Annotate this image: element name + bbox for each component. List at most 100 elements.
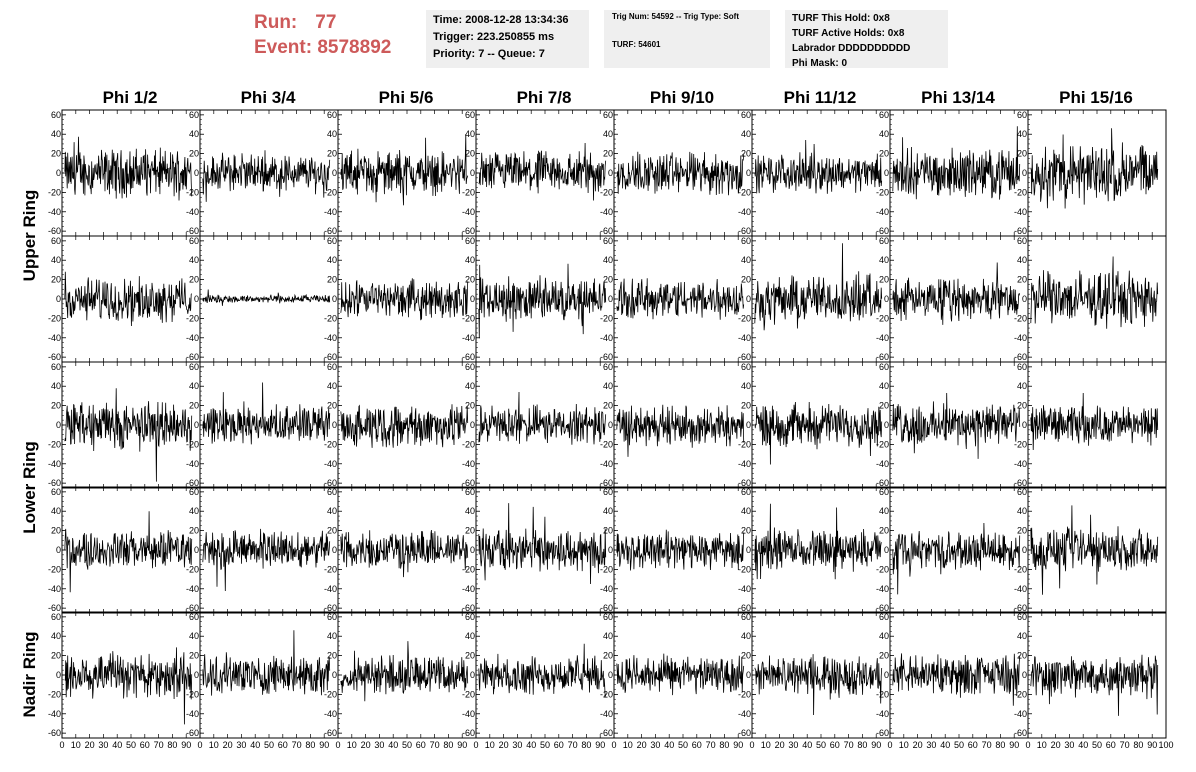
y-tick-label: -20 — [738, 187, 751, 197]
y-tick-label: -40 — [1014, 709, 1027, 719]
y-tick-label: 40 — [189, 381, 199, 391]
y-tick-label: 40 — [741, 129, 751, 139]
y-tick-label: -20 — [324, 564, 337, 574]
y-tick-label: 60 — [741, 487, 751, 497]
y-tick-label: 20 — [465, 275, 475, 285]
waveform-trace — [754, 243, 883, 331]
x-tick-label: 0 — [197, 740, 202, 750]
y-tick-label: 40 — [465, 631, 475, 641]
y-tick-label: -40 — [186, 333, 199, 343]
y-tick-label: -40 — [324, 207, 337, 217]
y-tick-label: -60 — [738, 226, 751, 236]
y-tick-label: 0 — [1022, 670, 1027, 680]
y-tick-label: 60 — [51, 612, 61, 622]
x-tick-label: 70 — [430, 740, 440, 750]
x-tick-label: 80 — [443, 740, 453, 750]
y-tick-label: 0 — [746, 670, 751, 680]
y-tick-label: -20 — [600, 564, 613, 574]
y-tick-label: 20 — [327, 149, 337, 159]
waveform-trace — [478, 391, 607, 445]
waveform-trace — [64, 136, 193, 201]
x-tick-label: 40 — [802, 740, 812, 750]
y-tick-label: 20 — [51, 149, 61, 159]
y-tick-label: 20 — [189, 275, 199, 285]
waveform-trace — [754, 401, 883, 465]
waveform-panel-r4-c8: 60 40 20 0 -20 -40 -60 — [1014, 486, 1167, 614]
y-tick-label: -20 — [738, 564, 751, 574]
y-tick-label: -40 — [876, 459, 889, 469]
x-tick-label: 90 — [733, 740, 743, 750]
panel-frame — [613, 235, 753, 363]
x-tick-label: 90 — [871, 740, 881, 750]
y-tick-label: 20 — [51, 275, 61, 285]
x-tick-label: 90 — [319, 740, 329, 750]
waveform-trace — [64, 388, 193, 482]
y-tick-label: -20 — [324, 187, 337, 197]
waveform-panel-r3-c2: 60 40 20 0 -20 -40 -60 — [186, 361, 339, 489]
waveform-panel-r2-c1: 60 40 20 0 -20 -40 -60 — [48, 235, 201, 363]
y-tick-label: -60 — [876, 728, 889, 738]
waveform-panel-r2-c3: 60 40 20 0 -20 -40 -60 — [324, 235, 477, 363]
y-tick-label: 40 — [327, 255, 337, 265]
waveform-panel-r2-c7: 60 40 20 0 -20 -40 -60 — [876, 235, 1029, 363]
y-tick-label: -40 — [324, 333, 337, 343]
y-tick-label: -40 — [48, 333, 61, 343]
x-tick-label: 50 — [402, 740, 412, 750]
y-tick-label: -40 — [876, 333, 889, 343]
y-tick-label: 60 — [51, 362, 61, 372]
x-tick-label: 30 — [1064, 740, 1074, 750]
time-info-box: Time: 2008-12-28 13:34:36 Trigger: 223.2… — [426, 10, 589, 68]
column-header-2: Phi 3/4 — [240, 88, 296, 107]
y-tick-label: 60 — [51, 487, 61, 497]
y-tick-label: 20 — [327, 526, 337, 536]
y-tick-label: 40 — [879, 129, 889, 139]
y-tick-label: 0 — [884, 545, 889, 555]
y-tick-label: 40 — [879, 255, 889, 265]
y-tick-label: -20 — [186, 439, 199, 449]
y-tick-label: 40 — [327, 506, 337, 516]
y-tick-label: -20 — [738, 439, 751, 449]
y-tick-label: -60 — [738, 478, 751, 488]
y-tick-label: 20 — [879, 401, 889, 411]
waveform-trace — [64, 647, 193, 725]
y-tick-label: 40 — [51, 506, 61, 516]
waveform-panel-r2-c5: 60 40 20 0 -20 -40 -60 — [600, 235, 753, 363]
y-tick-label: 0 — [746, 420, 751, 430]
y-tick-label: 0 — [56, 168, 61, 178]
y-tick-label: -60 — [600, 603, 613, 613]
x-tick-label: 60 — [140, 740, 150, 750]
trig-num-text: Trig Num: 54592 -- Trig Type: Soft — [612, 12, 739, 21]
x-tick-label: 60 — [968, 740, 978, 750]
y-tick-label: -20 — [462, 564, 475, 574]
y-tick-label: 20 — [1017, 275, 1027, 285]
y-tick-label: -20 — [48, 564, 61, 574]
x-tick-label: 10 — [623, 740, 633, 750]
y-tick-label: -40 — [462, 584, 475, 594]
y-tick-label: 60 — [189, 110, 199, 120]
y-tick-label: 60 — [327, 612, 337, 622]
turf-active-text: TURF Active Holds: 0x8 — [792, 28, 905, 39]
y-tick-label: 60 — [741, 236, 751, 246]
y-tick-label: 60 — [1017, 236, 1027, 246]
y-tick-label: 20 — [189, 401, 199, 411]
x-tick-label: 10 — [209, 740, 219, 750]
y-tick-label: 0 — [470, 294, 475, 304]
waveform-trace — [754, 654, 883, 716]
waveform-trace — [202, 150, 331, 202]
y-tick-label: -40 — [1014, 459, 1027, 469]
waveform-panel-r3-c7: 60 40 20 0 -20 -40 -60 — [876, 361, 1029, 489]
y-tick-label: 0 — [884, 168, 889, 178]
waveform-trace — [340, 278, 469, 321]
y-tick-label: -60 — [186, 226, 199, 236]
y-tick-label: 20 — [465, 526, 475, 536]
y-tick-label: -60 — [186, 728, 199, 738]
waveform-trace — [616, 278, 745, 320]
y-tick-label: 60 — [603, 612, 613, 622]
y-tick-label: -60 — [738, 352, 751, 362]
column-header-7: Phi 13/14 — [921, 88, 995, 107]
y-tick-label: -60 — [876, 478, 889, 488]
waveform-panel-r2-c4: 60 40 20 0 -20 -40 -60 — [462, 235, 615, 363]
x-tick-label: 60 — [692, 740, 702, 750]
